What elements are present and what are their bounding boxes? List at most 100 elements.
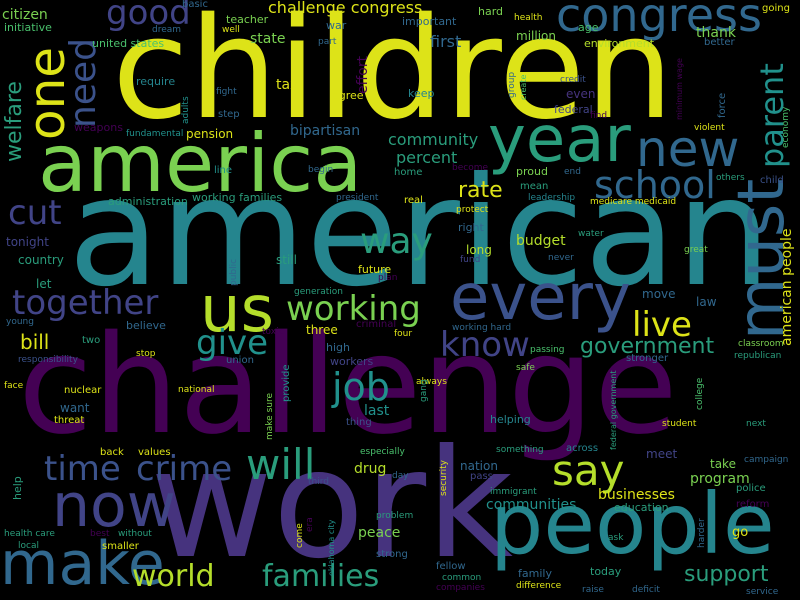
word-great: great <box>684 245 708 255</box>
word-without: without <box>118 529 152 539</box>
word-violent: violent <box>694 123 725 133</box>
word-service: service <box>746 587 779 597</box>
word-long: long <box>466 243 492 257</box>
word-republican: republican <box>734 351 782 361</box>
word-job: job <box>332 365 390 409</box>
word-agree: agree <box>332 89 364 102</box>
word-national: national <box>178 385 215 395</box>
word-line: line <box>214 165 233 176</box>
word-local: local <box>18 541 39 551</box>
word-values: values <box>138 447 171 458</box>
word-education: education <box>614 501 669 514</box>
word-threat: threat <box>54 415 85 426</box>
word-generation: generation <box>294 287 343 297</box>
word-american-people: american people <box>779 228 795 346</box>
word-need: need <box>63 38 104 128</box>
word-stop: stop <box>136 349 156 359</box>
word-federal-government: federal government <box>609 370 618 450</box>
word-rate: rate <box>458 178 503 203</box>
word-believe: believe <box>126 319 166 332</box>
word-leadership: leadership <box>528 193 576 203</box>
word-weapons: weapons <box>74 121 123 134</box>
word-businesses: businesses <box>598 487 675 503</box>
word-move: move <box>642 287 676 301</box>
word-oklahoma-city: oklahoma city <box>327 519 336 576</box>
word-people: people <box>490 475 775 573</box>
word-two: two <box>82 335 101 346</box>
word-real: real <box>404 195 423 206</box>
word-even: even <box>566 87 596 101</box>
word-especially: especially <box>360 447 405 457</box>
word-gang: gang <box>419 379 429 402</box>
word-end: end <box>564 167 581 177</box>
word-third: third <box>308 477 329 487</box>
word-first: first <box>430 32 462 51</box>
word-fundamental: fundamental <box>126 129 184 139</box>
word-college: college <box>695 377 705 410</box>
word-economy: economy <box>781 106 791 148</box>
word-will: will <box>246 440 316 489</box>
word-police: police <box>736 483 766 494</box>
word-companies: companies <box>436 583 485 593</box>
word-bipartisan: bipartisan <box>290 123 361 139</box>
word-three: three <box>306 323 338 337</box>
word-want: want <box>60 401 90 415</box>
word-become: become <box>452 163 489 173</box>
word-united-states: united states <box>92 37 165 50</box>
word-america: america <box>38 117 363 210</box>
word-school: school <box>594 163 716 207</box>
word-difference: difference <box>516 581 562 591</box>
word-world: world <box>132 559 215 594</box>
word-communities: communities <box>486 497 577 513</box>
word-crime: crime <box>136 449 233 489</box>
word-last: last <box>364 403 390 419</box>
word-right: right <box>458 221 484 234</box>
word-million: million <box>516 29 556 43</box>
word-make-sure: make sure <box>265 392 275 440</box>
word-begin: begin <box>308 165 334 175</box>
word-create: create <box>519 74 528 100</box>
word-step: step <box>218 109 240 120</box>
word-nation: nation <box>460 459 498 473</box>
word-administration: administration <box>108 195 188 208</box>
word-across: across <box>566 443 599 454</box>
word-congress: congress <box>556 0 762 42</box>
word-president: president <box>336 193 379 203</box>
word-raise: raise <box>582 585 604 595</box>
word-require: require <box>136 75 176 88</box>
word-community: community <box>388 130 479 149</box>
word-reform: reform <box>736 499 770 510</box>
word-fight: fight <box>216 87 237 97</box>
word-strong: strong <box>376 549 408 560</box>
word-keep: keep <box>408 87 435 100</box>
word-challenge-congress: challenge congress <box>268 0 423 17</box>
word-budget: budget <box>516 233 566 249</box>
word-time: time <box>44 449 121 489</box>
word-nuclear: nuclear <box>64 385 102 396</box>
word-young: young <box>6 317 34 327</box>
word-together: together <box>12 283 159 323</box>
word-know: know <box>440 325 530 365</box>
word-important: important <box>402 15 457 28</box>
word-percent: percent <box>396 148 458 167</box>
word-water: water <box>578 229 604 239</box>
word-american: american <box>68 146 772 320</box>
word-criminal: criminal <box>356 319 397 330</box>
word-adults: adults <box>181 96 191 124</box>
word-work: work <box>150 418 513 592</box>
word-federal: federal <box>554 103 593 116</box>
word-helping: helping <box>490 413 531 426</box>
word-workers: workers <box>330 355 374 368</box>
word-meet: meet <box>646 447 678 461</box>
word-always: always <box>416 377 447 387</box>
word-fund: fund <box>460 255 481 265</box>
word-well: well <box>222 25 240 35</box>
word-tonight: tonight <box>6 235 49 249</box>
word-group: group <box>507 71 517 98</box>
word-dream: dream <box>152 25 182 35</box>
word-next: next <box>746 419 766 429</box>
word-teacher: teacher <box>226 13 269 26</box>
word-thank: thank <box>696 25 736 41</box>
word-union: union <box>226 355 254 366</box>
word-passing: passing <box>530 345 565 355</box>
